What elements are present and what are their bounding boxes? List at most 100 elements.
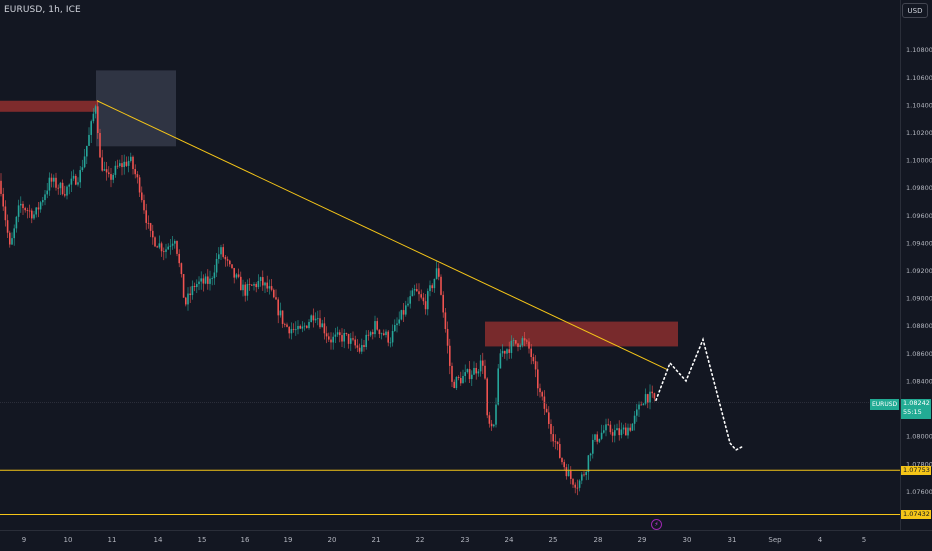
candle-body (288, 326, 290, 334)
price-tick-label: 1.08400 (906, 377, 932, 385)
candle-body (196, 284, 198, 288)
candle-body (167, 246, 169, 250)
candle-body (286, 324, 288, 327)
candle-body (372, 332, 374, 335)
candle-body (631, 423, 634, 431)
candle-body (420, 294, 422, 298)
candle-body (59, 182, 62, 189)
currency-button[interactable]: USD (902, 3, 928, 18)
candle-body (609, 424, 612, 433)
candle-body (321, 323, 323, 328)
candle-body (475, 367, 477, 374)
candle-body (347, 333, 350, 344)
time-axis[interactable]: 9 10 11 14 15 16 19 20 21 22 23 24 25 28 29 30 31 Sep 4 5 (0, 530, 932, 551)
candle-body (237, 274, 240, 277)
chart-area[interactable]: EURUSD, 1h, ICE EURUSD ⚡ (0, 0, 900, 530)
current-price-value: 1.08242 (903, 398, 930, 407)
candle-body (130, 156, 132, 161)
candle-body (156, 246, 158, 248)
candle-body (114, 165, 117, 175)
candle-body (53, 177, 55, 182)
candle-body (207, 276, 209, 284)
level-label-upper: 1.07753 (901, 465, 931, 475)
candle-body (488, 415, 491, 424)
candle-body (332, 336, 334, 343)
candle-body (405, 305, 407, 315)
candle-body (46, 190, 48, 195)
candle-body (35, 207, 37, 215)
candle-body (330, 339, 332, 343)
candle-body (312, 315, 315, 321)
candle-body (251, 284, 253, 286)
candle-body (398, 319, 400, 324)
lightning-icon[interactable]: ⚡ (651, 519, 662, 530)
candle-body (556, 441, 559, 445)
candle-body (209, 278, 211, 284)
candle-body (110, 174, 112, 180)
candle-body (587, 455, 590, 473)
candle-body (534, 361, 537, 370)
price-tick-label: 1.08600 (906, 350, 932, 358)
candle-body (539, 388, 541, 393)
symbol-price-tag: EURUSD (870, 399, 900, 410)
time-label: 28 (593, 536, 603, 544)
candle-body (380, 333, 383, 335)
candle-body (33, 214, 35, 219)
candle-body (255, 284, 257, 288)
candle-body (308, 322, 310, 328)
time-label: 15 (197, 536, 207, 544)
candle-body (506, 349, 508, 354)
candle-body (270, 286, 273, 290)
candle-body (0, 180, 2, 194)
candle-body (292, 329, 295, 330)
candle-body (589, 453, 592, 456)
candle-body (61, 182, 64, 195)
candle-body (306, 325, 308, 328)
candle-body (545, 408, 548, 413)
candle-body (323, 323, 326, 334)
time-label: 31 (727, 536, 737, 544)
candle-body (510, 340, 513, 353)
candle-body (50, 177, 53, 182)
candle-body (493, 424, 495, 427)
candle-body (189, 293, 191, 296)
candle-body (402, 310, 405, 315)
candle-body (2, 193, 4, 207)
candle-body (112, 174, 114, 180)
price-axis[interactable]: 1.10800 1.10600 1.10400 1.10200 1.10000 1.098… (900, 0, 932, 530)
candle-body (31, 210, 33, 219)
candle-body (169, 245, 172, 247)
candle-body (171, 243, 174, 246)
candle-body (559, 444, 561, 458)
candle-body (519, 345, 521, 347)
candle-body (449, 345, 451, 366)
candle-body (101, 157, 103, 171)
candle-body (72, 175, 75, 179)
candle-body (484, 365, 486, 379)
candle-body (279, 310, 282, 316)
candle-body (314, 318, 317, 321)
candle-body (572, 478, 574, 485)
time-label: 22 (415, 536, 425, 544)
candle-body (352, 338, 354, 340)
candle-body (70, 178, 73, 185)
candle-body (638, 404, 640, 410)
candle-body (369, 332, 372, 336)
time-label: 16 (240, 536, 250, 544)
time-label: 5 (861, 536, 867, 544)
candle-body (218, 254, 220, 259)
candle-body (328, 336, 330, 340)
candle-body (396, 323, 398, 326)
candle-body (499, 353, 502, 369)
candle-body (374, 321, 376, 335)
candle-body (108, 172, 110, 175)
candle-body (622, 427, 625, 430)
price-chart[interactable] (0, 0, 900, 530)
candle-body (44, 194, 46, 201)
candle-body (143, 200, 145, 211)
candle-body (576, 487, 579, 489)
candle-body (385, 331, 387, 336)
candle-body (341, 335, 343, 342)
candle-body (262, 277, 264, 286)
candle-body (123, 161, 125, 168)
